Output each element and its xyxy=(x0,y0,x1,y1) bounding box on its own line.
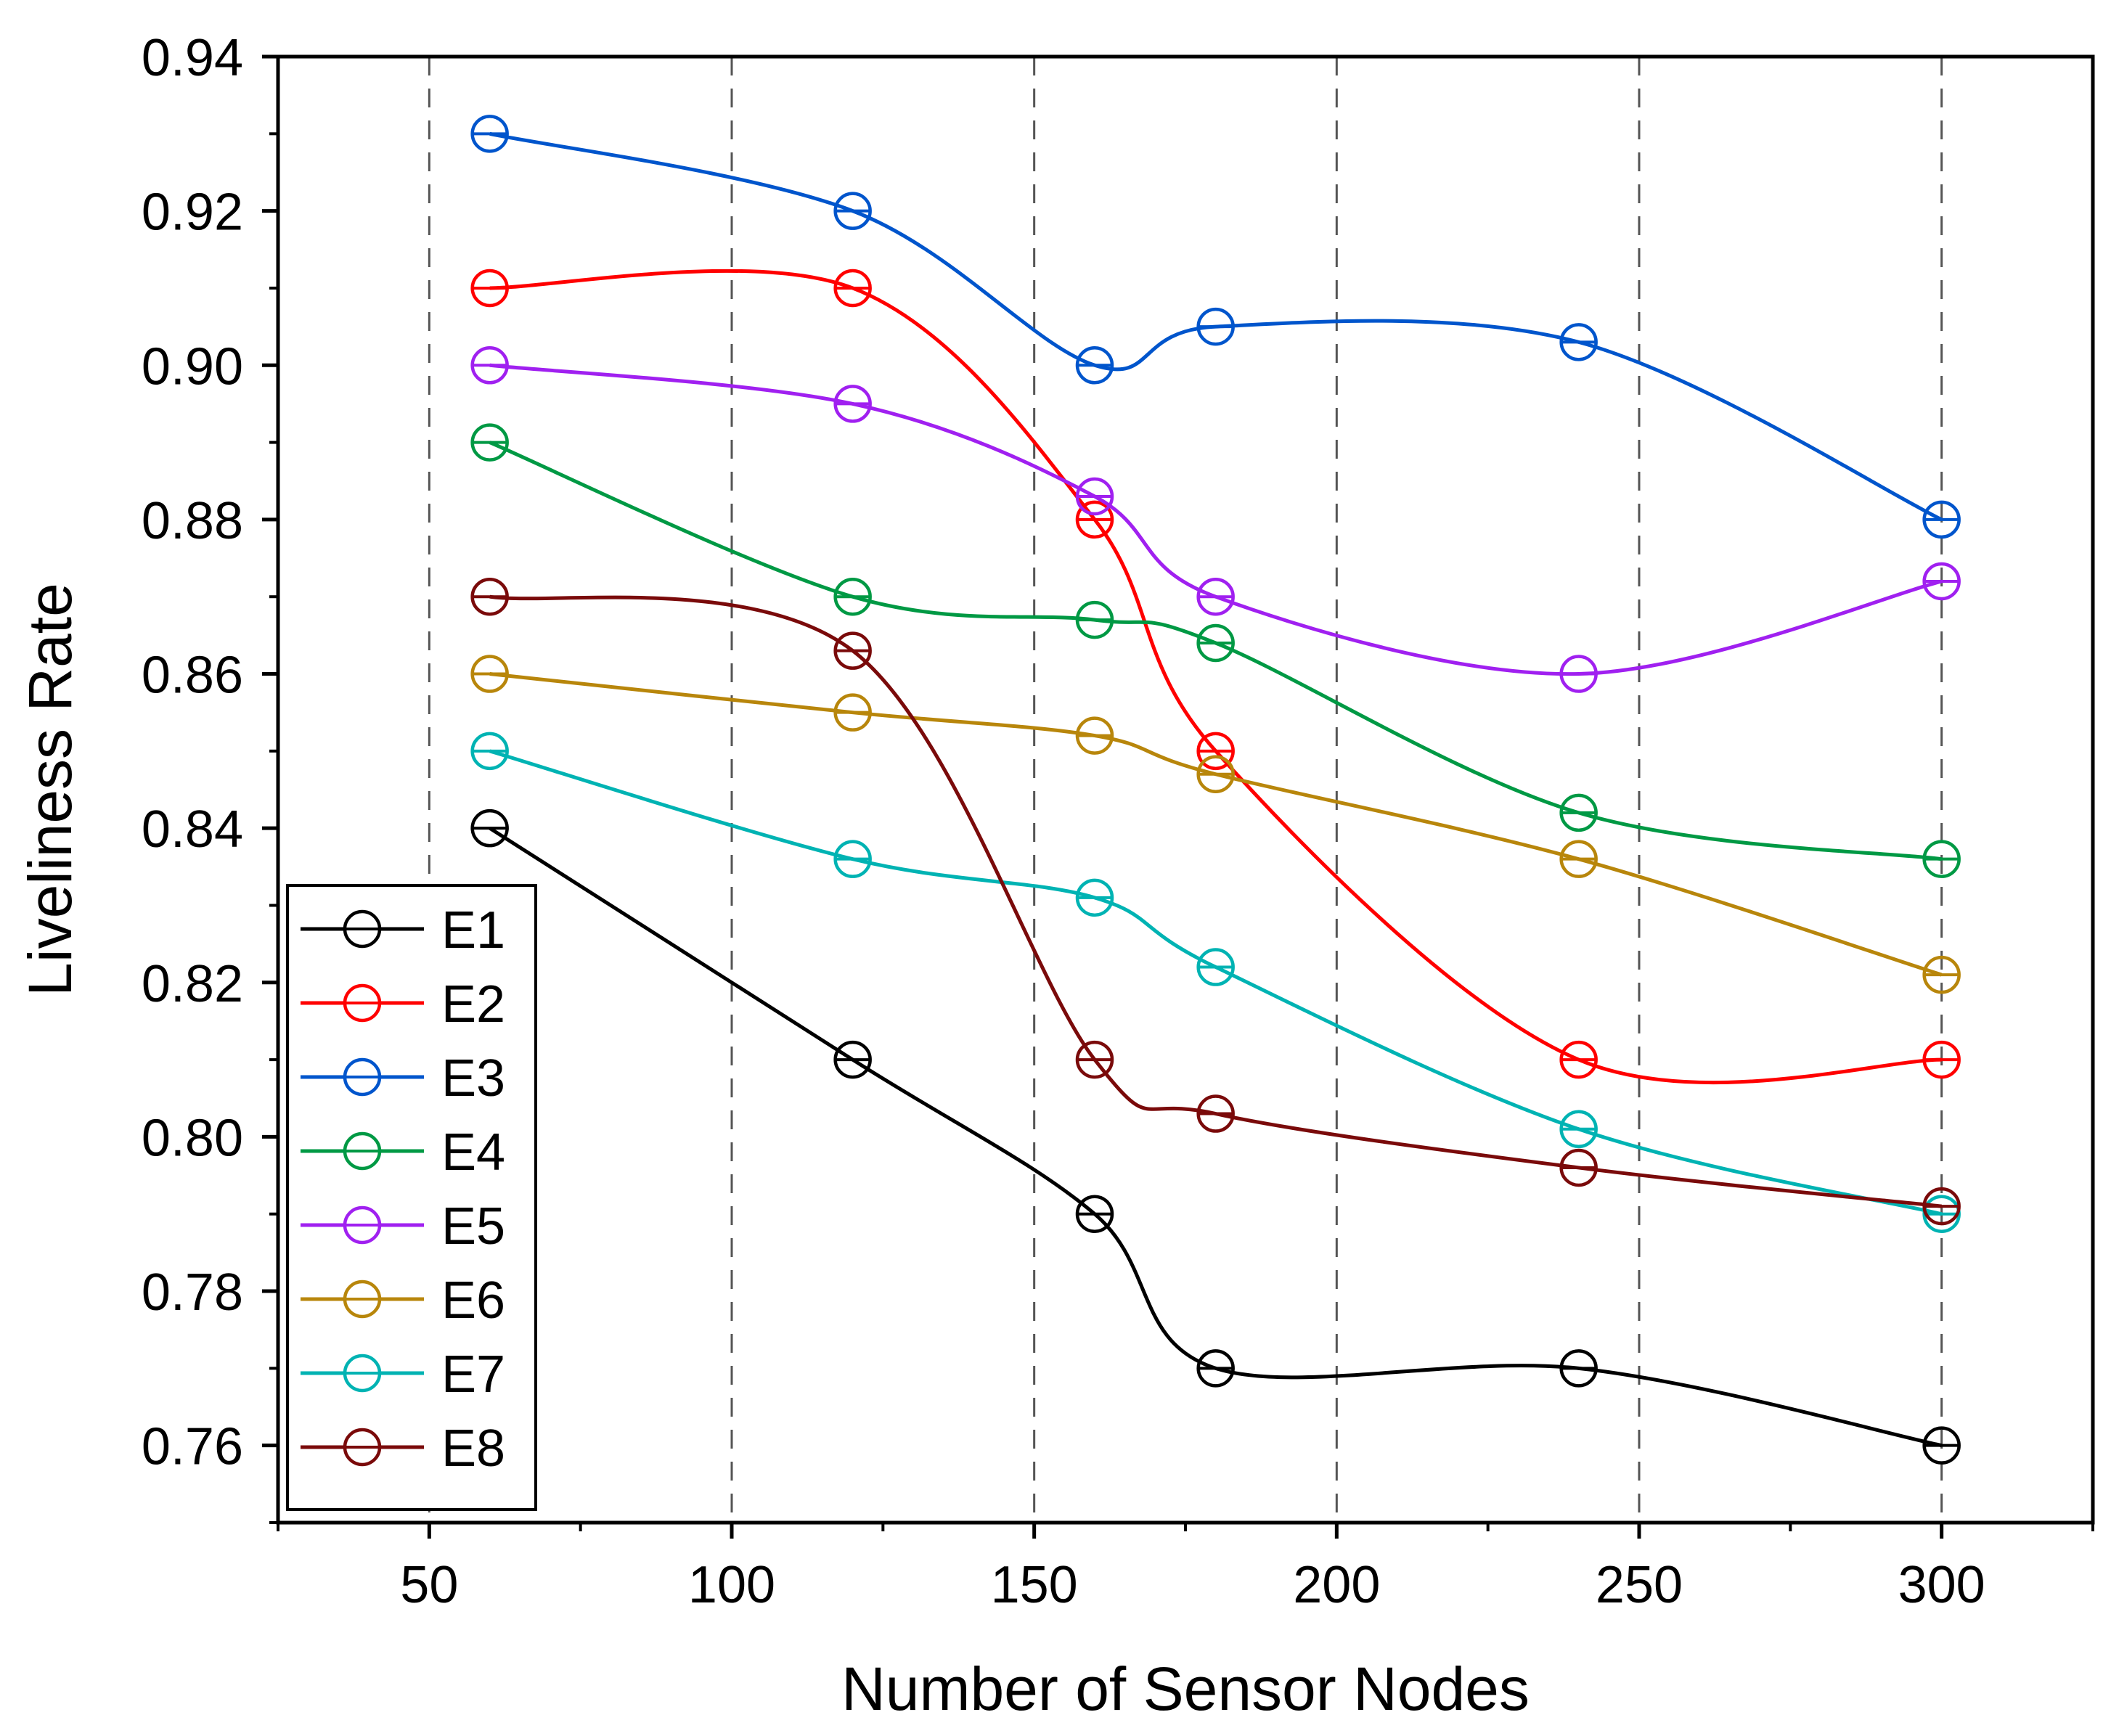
legend-item-e3: E3 xyxy=(301,1049,505,1107)
x-axis-title: Number of Sensor Nodes xyxy=(841,1655,1530,1723)
x-tick-label: 200 xyxy=(1293,1556,1380,1614)
legend-label: E6 xyxy=(441,1272,505,1330)
series-e5 xyxy=(470,346,1961,693)
series-line-e7 xyxy=(489,749,1943,1216)
y-tick-label: 0.84 xyxy=(142,801,243,859)
series-line-e8 xyxy=(489,594,1942,1208)
legend-item-e6: E6 xyxy=(301,1272,505,1330)
y-tick-label: 0.86 xyxy=(142,647,243,705)
y-axis-title: Liveliness Rate xyxy=(16,583,84,996)
legend-item-e4: E4 xyxy=(301,1123,505,1182)
x-tick-label: 150 xyxy=(991,1556,1078,1614)
y-tick-label: 0.88 xyxy=(142,492,243,550)
legend-label: E3 xyxy=(441,1049,505,1107)
y-tick-label: 0.82 xyxy=(142,955,243,1013)
legend-label: E8 xyxy=(441,1420,505,1478)
y-tick-label: 0.90 xyxy=(142,337,243,396)
y-tick-label: 0.76 xyxy=(142,1418,243,1476)
series-e2 xyxy=(470,269,1961,1085)
x-tick-label: 50 xyxy=(400,1556,458,1614)
legend-item-e7: E7 xyxy=(301,1346,505,1404)
legend-label: E5 xyxy=(441,1197,505,1256)
series-e1 xyxy=(470,808,1961,1465)
y-tick-label: 0.94 xyxy=(142,29,243,87)
x-tick-label: 300 xyxy=(1898,1556,1985,1614)
series-line-e6 xyxy=(489,672,1943,977)
legend-item-e8: E8 xyxy=(301,1420,505,1478)
series-e6 xyxy=(470,655,1961,994)
y-tick-label: 0.80 xyxy=(142,1109,243,1167)
series-line-e5 xyxy=(489,363,1943,676)
x-tick-label: 100 xyxy=(688,1556,775,1614)
series-e4 xyxy=(470,423,1961,878)
legend-item-e2: E2 xyxy=(301,975,505,1033)
series-line-e4 xyxy=(489,441,1942,861)
legend-label: E7 xyxy=(441,1346,505,1404)
legend-label: E4 xyxy=(441,1123,505,1182)
y-tick-label: 0.92 xyxy=(142,184,243,242)
legend-box xyxy=(286,884,537,1511)
y-tick-label: 0.78 xyxy=(142,1264,243,1322)
series-line-e2 xyxy=(489,269,1942,1085)
legend-item-e5: E5 xyxy=(301,1197,505,1256)
legend-label: E2 xyxy=(441,975,505,1033)
legend-label: E1 xyxy=(441,901,505,959)
series-e8 xyxy=(470,577,1961,1226)
series-line-e3 xyxy=(489,131,1943,522)
series-line-e1 xyxy=(489,827,1943,1448)
x-tick-label: 250 xyxy=(1596,1556,1683,1614)
legend-item-e1: E1 xyxy=(301,901,505,959)
series-e3 xyxy=(470,115,1961,539)
